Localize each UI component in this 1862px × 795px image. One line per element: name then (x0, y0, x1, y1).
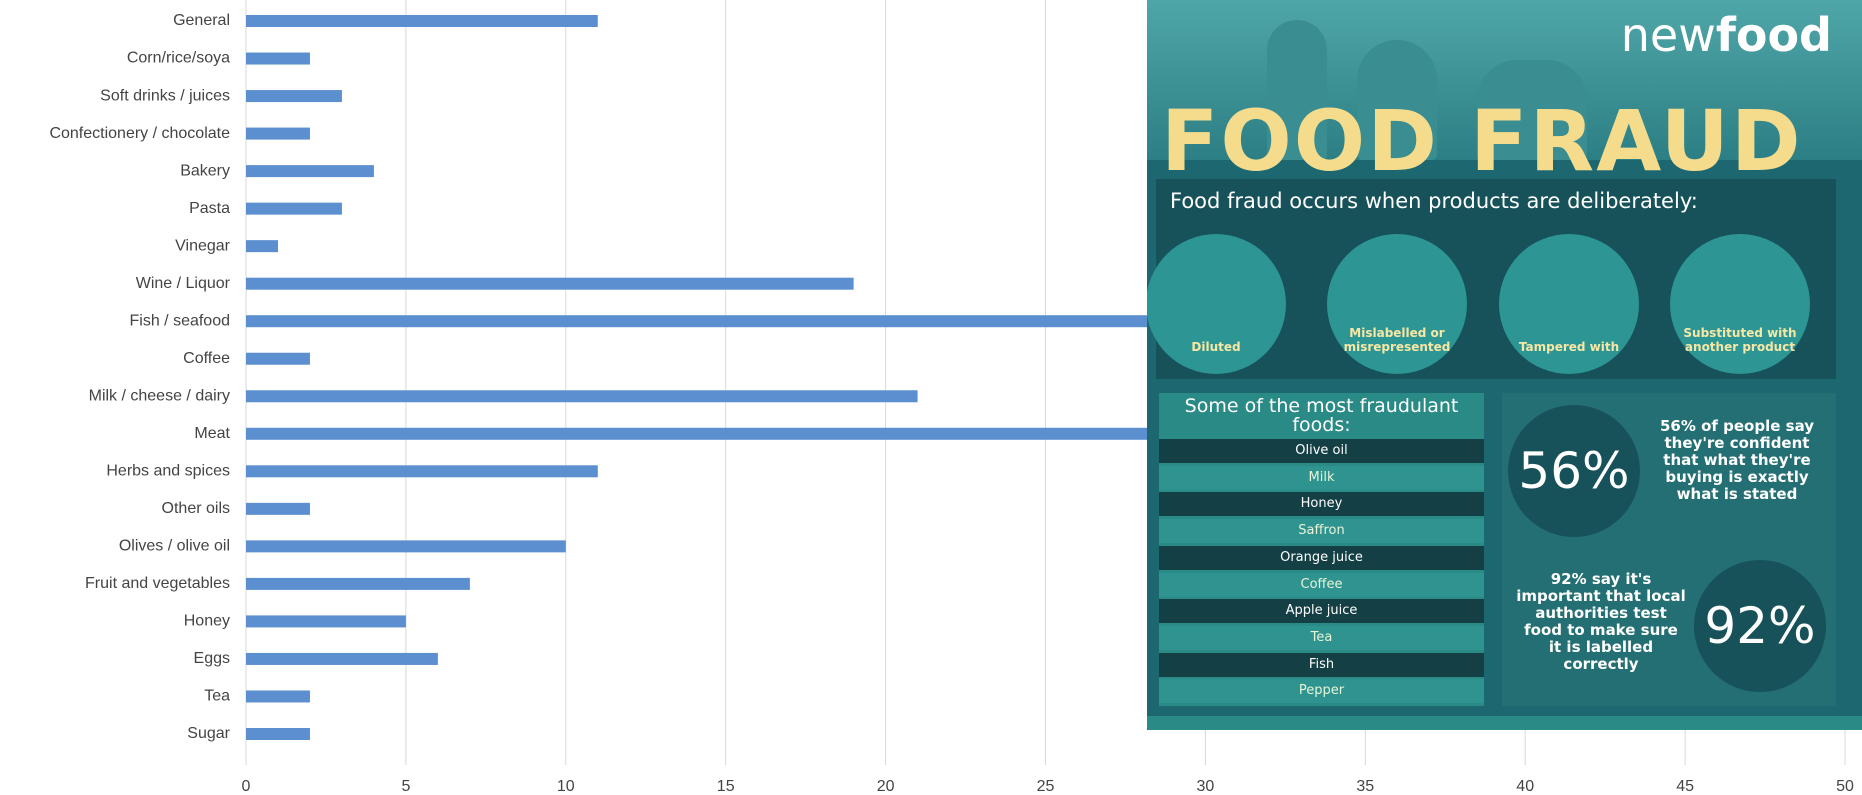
y-tick-label: Corn/rice/soya (127, 50, 230, 67)
y-tick-label: Fish / seafood (130, 312, 231, 329)
y-tick-label: Soft drinks / juices (100, 87, 230, 104)
y-tick-label: Sugar (187, 725, 230, 742)
method-circle: Mislabelled or misrepresented (1327, 234, 1467, 374)
intro: Food fraud occurs when products are deli… (1170, 189, 1698, 213)
bowl-silhouette (1477, 60, 1587, 160)
bar (246, 577, 470, 590)
food-row: Coffee (1159, 572, 1484, 597)
brand-light: new (1620, 8, 1716, 62)
bar (246, 652, 438, 665)
bar (246, 90, 342, 103)
food-row: Apple juice (1159, 599, 1484, 624)
x-tick-label: 20 (877, 778, 895, 795)
bottle-silhouette (1267, 20, 1327, 160)
x-tick-label: 40 (1516, 778, 1534, 795)
x-tick-label: 10 (557, 778, 575, 795)
bar (246, 427, 1302, 440)
x-tick-label: 50 (1836, 778, 1854, 795)
x-tick-label: 15 (717, 778, 735, 795)
y-tick-label: Wine / Liquor (136, 275, 231, 292)
x-tick-label: 0 (242, 778, 251, 795)
stat-text: 56% of people say they're confident that… (1659, 417, 1815, 503)
method-circle: Substituted with another product (1670, 234, 1810, 374)
y-tick-label: Meat (194, 425, 230, 442)
x-tick-label: 5 (401, 778, 410, 795)
bar (246, 615, 406, 628)
bar (246, 540, 566, 553)
list-title: Some of the most fraudulant foods: (1184, 395, 1459, 436)
method-circle: Diluted (1147, 234, 1286, 374)
stats-panel: 56% 56% of people say they're confident t… (1502, 393, 1836, 706)
bar (246, 728, 310, 740)
y-tick-label: Herbs and spices (106, 463, 230, 480)
jar-silhouette (1357, 40, 1437, 160)
stat-value: 56% (1508, 405, 1640, 537)
food-row: Olive oil (1159, 439, 1484, 463)
food-row: Honey (1159, 492, 1484, 517)
x-tick-label: 35 (1356, 778, 1374, 795)
y-tick-label: Fruit and vegetables (85, 575, 230, 592)
x-tick-label: 25 (1037, 778, 1055, 795)
header-background (1147, 0, 1862, 160)
y-tick-label: Tea (204, 688, 230, 705)
y-tick-label: Bakery (180, 162, 230, 179)
y-tick-label: Milk / cheese / dairy (89, 387, 230, 404)
bar (246, 15, 598, 27)
bar (246, 690, 310, 703)
infographic-title: FOOD FRAUD (1161, 92, 1803, 190)
bar (246, 502, 310, 515)
bar (246, 465, 598, 478)
y-tick-label: Confectionery / chocolate (49, 125, 230, 142)
y-tick-label: General (173, 12, 230, 29)
x-tick-label: 45 (1676, 778, 1694, 795)
methods-panel: Food fraud occurs when products are deli… (1147, 179, 1836, 379)
food-row: Fish (1159, 652, 1484, 677)
foods-panel: Some of the most fraudulant foods: Olive… (1159, 393, 1484, 706)
bar (246, 277, 854, 290)
bar (246, 352, 310, 365)
y-tick-label: Eggs (194, 650, 230, 667)
bar (246, 202, 342, 215)
stat-text: 92% say it's important that local author… (1516, 570, 1686, 673)
food-row: Saffron (1159, 519, 1484, 544)
bar (246, 315, 1366, 328)
footer-band (1147, 716, 1862, 730)
y-tick-label: Vinegar (175, 237, 231, 254)
bar (246, 127, 310, 140)
food-row: Pepper (1159, 679, 1484, 704)
food-row: Orange juice (1159, 545, 1484, 570)
bar (246, 240, 278, 253)
method-circle: Tampered with (1499, 234, 1639, 374)
bar (246, 52, 310, 65)
food-row: Tea (1159, 625, 1484, 650)
y-tick-label: Coffee (183, 350, 230, 367)
bar (246, 165, 374, 178)
x-tick-label: 30 (1197, 778, 1215, 795)
bar (246, 390, 918, 403)
y-tick-label: Honey (184, 613, 230, 630)
infographic: newfood FOOD FRAUD Food fraud occurs whe… (1147, 0, 1862, 730)
brand-bold: food (1715, 8, 1832, 62)
brand: newfood (1621, 8, 1832, 62)
y-tick-label: Other oils (162, 500, 230, 517)
y-tick-label: Olives / olive oil (119, 538, 230, 555)
food-row: Milk (1159, 465, 1484, 490)
stat-value: 92% (1694, 560, 1826, 692)
y-tick-label: Pasta (189, 200, 230, 217)
